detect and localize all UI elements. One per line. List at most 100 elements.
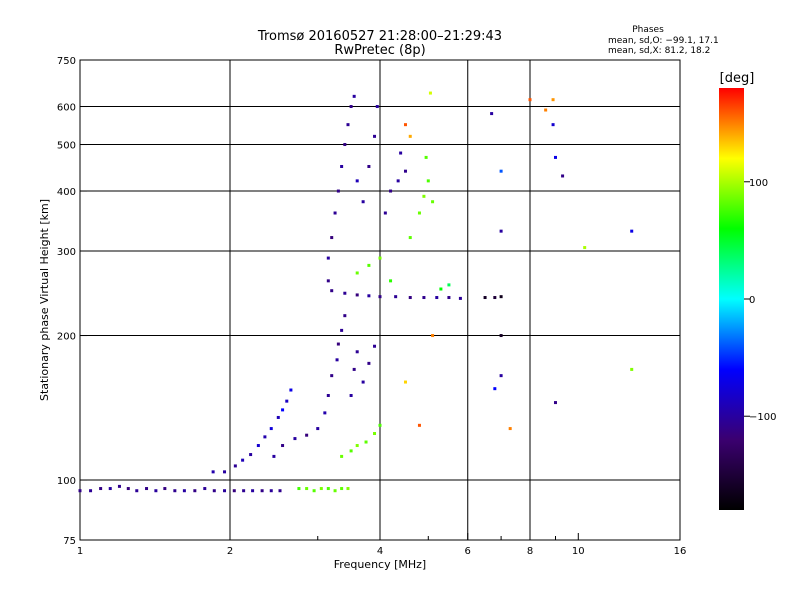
data-point [355, 271, 359, 275]
data-point [340, 328, 344, 332]
data-point [408, 236, 412, 240]
data-point [428, 91, 432, 95]
data-point [553, 401, 557, 405]
data-point [544, 108, 548, 112]
data-point [431, 334, 435, 338]
data-point [378, 256, 382, 260]
data-point [499, 374, 503, 378]
data-point [212, 489, 216, 493]
data-point [408, 134, 412, 138]
data-point [223, 489, 227, 493]
data-point [355, 293, 359, 297]
data-point [383, 211, 387, 215]
data-point [349, 394, 353, 398]
data-point [493, 387, 497, 391]
data-point [297, 487, 301, 491]
data-point [272, 454, 276, 458]
data-point [403, 380, 407, 384]
y-tick-label: 100 [57, 476, 76, 487]
data-point [78, 489, 82, 493]
data-point [333, 211, 337, 215]
data-point [367, 164, 371, 168]
data-point [361, 200, 365, 204]
data-point [326, 487, 330, 491]
data-point [336, 189, 340, 193]
data-point [278, 489, 282, 493]
data-point [340, 454, 344, 458]
data-point [193, 489, 197, 493]
data-point [551, 123, 555, 127]
data-point [223, 470, 227, 474]
data-point [249, 453, 253, 457]
data-point [117, 484, 121, 488]
y-tick-label: 75 [63, 536, 76, 547]
data-point [551, 98, 555, 102]
data-point [343, 143, 347, 147]
data-point [394, 295, 398, 299]
grid-lines [80, 60, 680, 540]
stats-heading: Phases [632, 25, 664, 35]
data-point [349, 449, 353, 453]
data-point [378, 295, 382, 299]
data-point [145, 487, 149, 491]
data-point [439, 287, 443, 291]
colorbar-ticks: 100 0 −100 [744, 178, 776, 423]
data-point [89, 489, 93, 493]
x-axis-label: Frequency [MHz] [334, 558, 426, 571]
data-point [340, 487, 344, 491]
data-point [355, 444, 359, 448]
colorbar-tick-label: −100 [749, 412, 776, 423]
data-point [630, 367, 634, 371]
data-point [126, 487, 130, 491]
y-tick-label: 400 [57, 187, 76, 198]
data-point [378, 423, 382, 427]
data-point [281, 444, 285, 448]
x-tick-label: 8 [527, 546, 533, 557]
data-point [493, 296, 497, 300]
data-point [367, 263, 371, 267]
data-point [447, 283, 451, 287]
data-point [135, 489, 139, 493]
data-point [499, 169, 503, 173]
data-point [561, 174, 565, 178]
data-point [305, 487, 309, 491]
data-point [424, 155, 428, 159]
data-point [312, 489, 316, 493]
axis-ticks: 1 2 4 6 8 10 16 75 100 200 300 400 500 600 750 [57, 56, 686, 557]
x-tick-label: 1 [77, 546, 83, 557]
data-point [293, 437, 297, 441]
data-point [508, 427, 512, 431]
data-point [490, 112, 494, 116]
data-point [281, 408, 285, 412]
data-point [422, 194, 426, 198]
x-tick-label: 2 [227, 546, 233, 557]
data-point [263, 435, 267, 439]
data-point [403, 169, 407, 173]
data-point [408, 296, 412, 300]
data-point [330, 236, 334, 240]
x-tick-label: 4 [377, 546, 383, 557]
y-axis-label: Stationary phase Virtual Height [km] [38, 199, 51, 401]
data-point [373, 134, 377, 138]
colorbar-tick-label: 0 [749, 295, 755, 306]
data-point [417, 211, 421, 215]
data-point [483, 296, 487, 300]
y-tick-label: 600 [57, 103, 76, 114]
data-point [367, 361, 371, 365]
data-point [426, 179, 430, 183]
colorbar [719, 88, 744, 510]
x-tick-label: 10 [572, 546, 585, 557]
data-point [375, 105, 379, 109]
data-point [163, 487, 167, 491]
data-point [319, 487, 323, 491]
data-point [335, 358, 339, 362]
data-point [289, 388, 293, 392]
x-tick-label: 6 [465, 546, 471, 557]
data-point [367, 294, 371, 298]
data-point [340, 164, 344, 168]
data-point [232, 489, 236, 493]
data-point [583, 246, 587, 250]
data-point [154, 489, 158, 493]
stats-line-o: mean, sd,O: −99.1, 17.1 [608, 36, 719, 46]
